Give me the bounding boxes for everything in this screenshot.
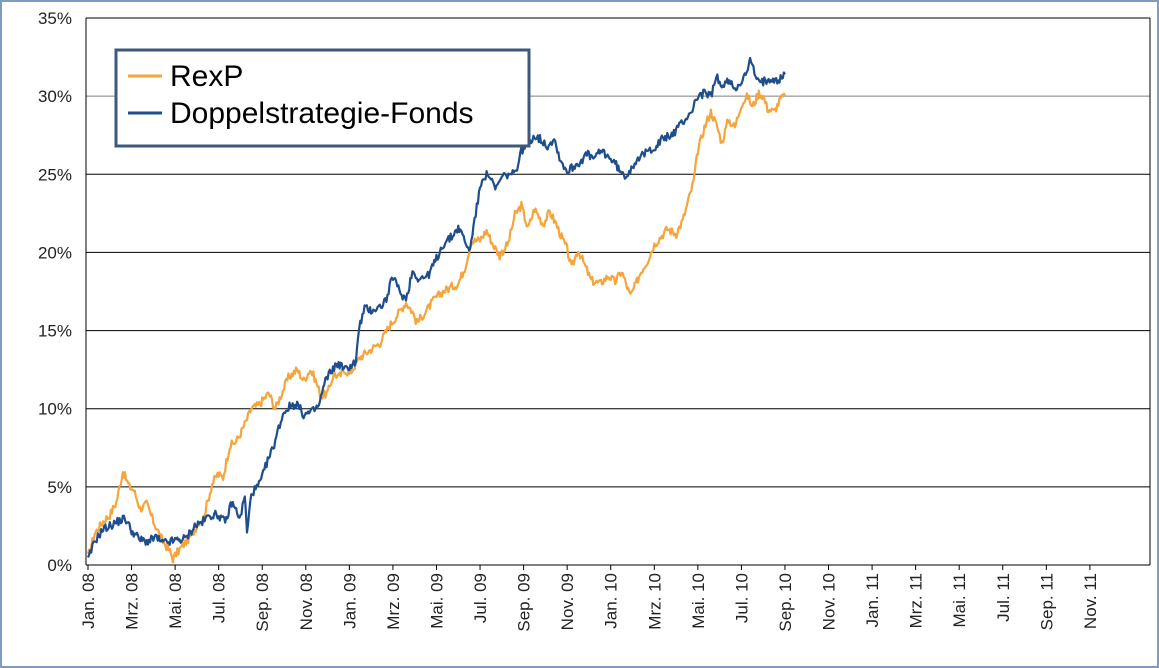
legend-box — [114, 48, 531, 148]
x-tick-label: Jan. 08 — [79, 573, 98, 629]
x-tick-label: Mrz. 10 — [645, 573, 664, 630]
series-line-rexp — [86, 89, 786, 564]
legend-label-rexp: RexP — [170, 60, 243, 93]
series-lines — [86, 56, 786, 564]
y-tick-label: 35% — [38, 9, 72, 28]
x-tick-label: Mrz. 08 — [123, 573, 142, 630]
x-tick-label: Mai. 09 — [427, 573, 446, 629]
x-tick-label: Jul. 10 — [732, 573, 751, 623]
y-tick-label: 20% — [38, 243, 72, 262]
x-tick-label: Jul. 11 — [994, 573, 1013, 622]
x-tick-label: Jan. 10 — [602, 573, 621, 629]
x-tick-label: Mai. 11 — [950, 573, 969, 628]
x-tick-label: Jan. 09 — [340, 573, 359, 629]
x-tick-label: Mai. 08 — [166, 573, 185, 629]
y-tick-label: 0% — [47, 556, 72, 575]
y-tick-label: 25% — [38, 165, 72, 184]
x-tick-label: Sep. 09 — [515, 573, 534, 632]
x-tick-label: Nov. 09 — [558, 573, 577, 630]
y-tick-label: 5% — [47, 478, 72, 497]
x-tick-label: Mrz. 09 — [384, 573, 403, 630]
x-tick-label: Jul. 08 — [210, 573, 229, 623]
axes: 0% 5% 10% 15% 20% 25% 30% 35% Jan. 08 Mrz. 08 Mai.… — [38, 9, 1151, 632]
y-tick-label: 10% — [38, 400, 72, 419]
x-tick-label: Mrz. 11 — [907, 573, 926, 628]
x-tick-label: Nov. 11 — [1081, 573, 1100, 629]
legend-label-doppelstrategie: Doppelstrategie-Fonds — [170, 97, 474, 130]
x-tick-label: Jul. 09 — [471, 573, 490, 623]
x-tick-label: Jan. 11 — [863, 573, 882, 628]
x-tick-label: Sep. 08 — [253, 573, 272, 632]
x-tick-label: Sep. 10 — [776, 573, 795, 632]
x-tick-label: Sep. 11 — [1037, 573, 1056, 630]
y-tick-label: 30% — [38, 87, 72, 106]
y-tick-label: 15% — [38, 322, 72, 341]
x-tick-label: Nov. 10 — [820, 573, 839, 630]
legend: RexP Doppelstrategie-Fonds — [114, 48, 531, 148]
series-line-doppelstrategie — [86, 56, 786, 558]
x-tick-label: Mai. 10 — [689, 573, 708, 629]
x-tick-label: Nov. 08 — [297, 573, 316, 630]
